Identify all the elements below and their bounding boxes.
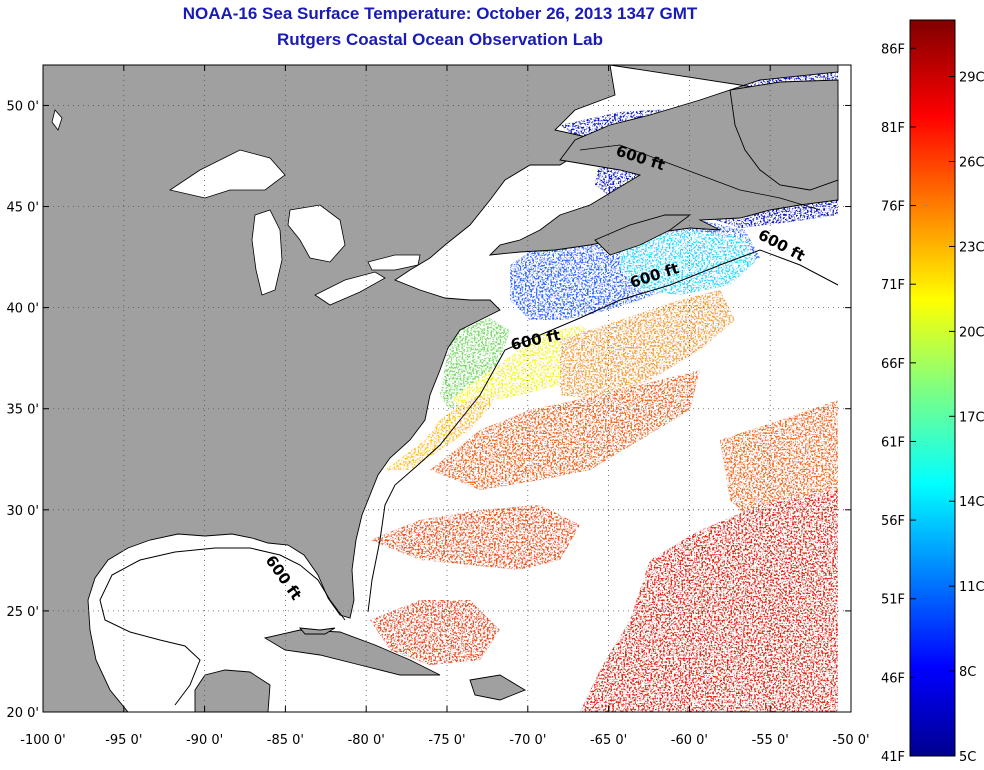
map-subtitle: Rutgers Coastal Ocean Observation Lab bbox=[277, 30, 603, 49]
colorbar-f-label: 86F bbox=[881, 42, 905, 57]
lon-tick-label: -50 0' bbox=[832, 733, 869, 748]
colorbar-celsius-labels: 29C 26C 23C 20C 17C 14C 11C 8C 5C bbox=[949, 71, 984, 765]
lat-tick-label: 25 0' bbox=[6, 605, 39, 620]
lon-tick-label: -55 0' bbox=[752, 733, 789, 748]
colorbar-c-label: 20C bbox=[959, 325, 984, 340]
lon-tick-label: -95 0' bbox=[105, 733, 142, 748]
lon-tick-label: -85 0' bbox=[267, 733, 304, 748]
lon-tick-label: -60 0' bbox=[671, 733, 708, 748]
colorbar-f-label: 81F bbox=[881, 121, 905, 136]
isobath-labrador bbox=[579, 144, 821, 211]
colorbar-f-label: 46F bbox=[881, 671, 905, 686]
land-hispaniola bbox=[469, 674, 527, 701]
sst-patch-southeast-hot bbox=[580, 490, 838, 712]
land-florida-keys bbox=[298, 627, 336, 635]
sst-patch-gulf-stream bbox=[430, 370, 700, 490]
sst-patch-subtropical bbox=[370, 505, 580, 570]
lat-tick-label: 45 0' bbox=[6, 201, 39, 216]
lon-tick-label: -75 0' bbox=[428, 733, 465, 748]
colorbar-f-label: 56F bbox=[881, 514, 905, 529]
lake-ontario bbox=[367, 254, 421, 271]
lat-tick-label: 20 0' bbox=[6, 706, 39, 721]
lat-tick-label: 40 0' bbox=[6, 302, 39, 317]
isobath-gulf-of-mexico bbox=[99, 547, 346, 706]
isobath-atlantic bbox=[367, 249, 839, 613]
land-layer bbox=[43, 65, 839, 712]
lat-tick-label: 30 0' bbox=[6, 504, 39, 519]
lake-erie bbox=[314, 271, 386, 306]
map-frame bbox=[42, 64, 852, 713]
lakes-layer bbox=[51, 109, 421, 306]
colorbar-c-label: 14C bbox=[959, 495, 984, 510]
lon-tick-label: -80 0' bbox=[348, 733, 385, 748]
lake-michigan bbox=[251, 209, 283, 296]
colorbar bbox=[909, 19, 956, 757]
colorbar-c-label: 11C bbox=[959, 580, 984, 595]
colorbar-c-label: 26C bbox=[959, 156, 984, 171]
lon-tick-label: -65 0' bbox=[590, 733, 627, 748]
sst-patch-scotian-shelf bbox=[620, 230, 755, 295]
colorbar-f-label: 61F bbox=[881, 435, 905, 450]
colorbar-f-label: 76F bbox=[881, 200, 905, 215]
land-nova-scotia bbox=[594, 214, 692, 256]
land-newfoundland bbox=[729, 79, 839, 191]
colorbar-f-label: 41F bbox=[881, 750, 905, 765]
lake-huron bbox=[287, 204, 346, 263]
sst-patch-sargasso-north bbox=[560, 290, 735, 400]
colorbar-f-label: 66F bbox=[881, 357, 905, 372]
colorbar-c-label: 23C bbox=[959, 240, 984, 255]
sst-patch-carolina bbox=[385, 395, 495, 470]
sst-data-layer bbox=[370, 72, 838, 712]
land-yucatan bbox=[194, 669, 271, 712]
colorbar-c-label: 17C bbox=[959, 410, 984, 425]
lon-tick-label: -70 0' bbox=[509, 733, 546, 748]
lake-winnipeg-fragment bbox=[51, 109, 63, 131]
map-title: NOAA-16 Sea Surface Temperature: October… bbox=[182, 4, 698, 23]
latitude-tick-labels: 20 0' 25 0' 30 0' 35 0' 40 0' 45 0' 50 0' bbox=[6, 99, 39, 721]
colorbar-c-label: 29C bbox=[959, 71, 984, 86]
lat-tick-label: 35 0' bbox=[6, 403, 39, 418]
lon-tick-label: -100 0' bbox=[20, 733, 65, 748]
colorbar-fahrenheit-labels: 86F 81F 76F 71F 66F 61F 56F 51F 46F 41F bbox=[881, 42, 916, 765]
colorbar-f-label: 71F bbox=[881, 278, 905, 293]
colorbar-c-label: 5C bbox=[959, 750, 976, 765]
lat-tick-label: 50 0' bbox=[6, 99, 39, 114]
colorbar-f-label: 51F bbox=[881, 593, 905, 608]
colorbar-c-label: 8C bbox=[959, 665, 976, 680]
lon-tick-label: -90 0' bbox=[186, 733, 223, 748]
longitude-tick-labels: -100 0' -95 0' -90 0' -85 0' -80 0' -75 0' -70… bbox=[20, 733, 869, 748]
sst-patch-caribbean-edge bbox=[370, 600, 500, 665]
land-north-america bbox=[43, 65, 616, 712]
sst-patch-mid-atlantic-shelf bbox=[440, 318, 510, 410]
